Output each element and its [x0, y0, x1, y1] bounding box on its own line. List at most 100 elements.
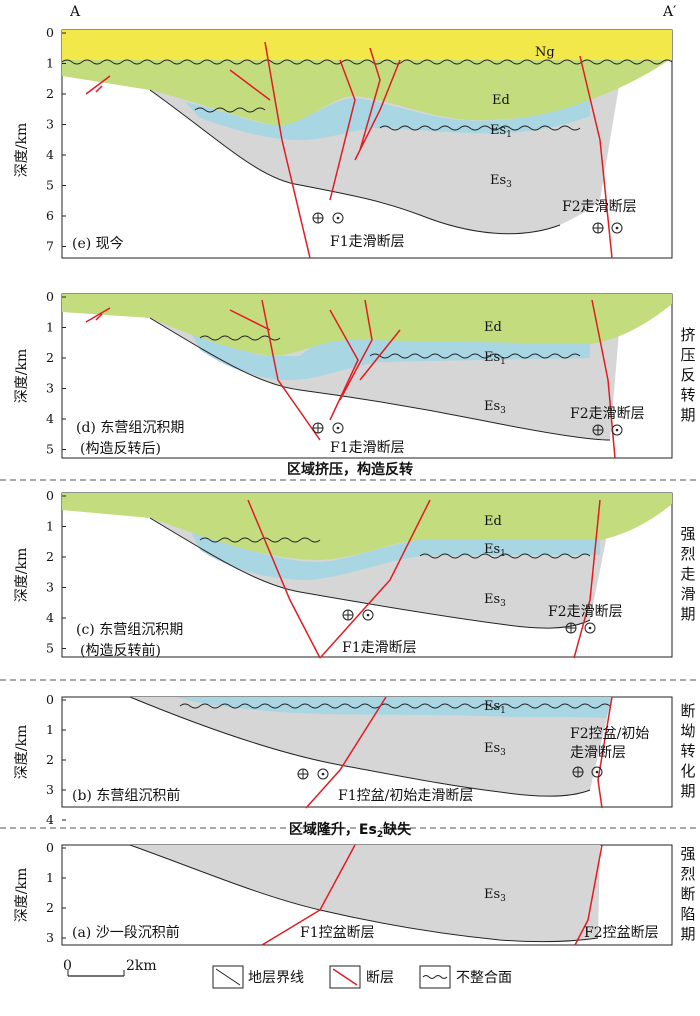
panel-e-fault-f1-branch4: [354, 59, 401, 161]
side-label-char: 转: [680, 386, 695, 404]
panel-d-es1-label: Es1: [484, 350, 506, 367]
panel-a-fault-f2: [574, 844, 603, 946]
side-label-char: 压: [680, 346, 695, 364]
panel-d-subtitle: (构造反转后): [80, 441, 161, 457]
side-label-char: 断: [680, 885, 695, 903]
depth-axis-label: 深度/km: [14, 123, 30, 177]
depth-tick-label: 2: [46, 752, 54, 767]
panel-e-es3-label: Es3: [490, 173, 512, 190]
legend-boundary-label: 地层界线: [248, 970, 304, 986]
depth-axis-label: 深度/km: [14, 548, 30, 602]
legend-fault-label: 断层: [366, 970, 394, 986]
panel-e-out-page-icon: [332, 212, 344, 224]
panel-b-unconformity: [179, 703, 611, 709]
depth-tick-label: 4: [46, 411, 54, 426]
legend-unconformity-label: 不整合面: [456, 970, 512, 986]
depth-tick-label: 5: [46, 178, 54, 193]
panel-c-ed-label: Ed: [484, 514, 502, 529]
panel-a-title: (a) 沙一段沉积前: [72, 924, 180, 941]
depth-tick-label: 2: [46, 350, 54, 365]
depth-tick-label: 2: [46, 86, 54, 101]
depth-tick-label: 1: [46, 56, 54, 71]
panel-c-unconformity-b: [419, 553, 591, 559]
fault-icon: [332, 968, 358, 986]
panel-d-es3-label: Es3: [484, 399, 506, 416]
depth-tick-label: 4: [46, 812, 54, 827]
depth-ticks: 0 1 2 3 4 5 6 7 深度/km 0 1 2 3 4 5 深度/km 0 1 2 3 4 5 深度/km 0 1 2 3 4…: [14, 25, 66, 945]
depth-tick-label: 1: [46, 519, 54, 534]
panel-c-f2-out-icon: [584, 622, 596, 634]
panel-b-f2-label-line1: F2控盆/初始: [570, 725, 649, 742]
panel-a-es3: [130, 845, 600, 942]
depth-tick-label: 0: [46, 488, 54, 503]
panel-d-f1-label: F1走滑断层: [330, 439, 405, 456]
panel-e-fault-f2: [579, 55, 613, 259]
panel-d-fault-f1: [261, 299, 321, 441]
depth-axis-label: 深度/km: [14, 725, 30, 779]
panel-b-f2-out-icon: [591, 766, 603, 778]
panel-b-out-page-icon-dot: [321, 772, 325, 776]
panel-e-f2-out-icon-dot: [615, 226, 619, 230]
panel-d-ed-label: Ed: [484, 320, 502, 335]
panel-d-f2-into-icon-cross: [593, 425, 603, 435]
depth-tick-label: 3: [46, 117, 54, 132]
panel-d-base-es3: [149, 317, 611, 441]
panel-d-fault-f1-branch3: [339, 299, 373, 401]
panel-b-f2-into-icon-cross: [573, 767, 583, 777]
panel-a-es3-label: Es3: [484, 887, 506, 904]
depth-tick-label: 5: [46, 442, 54, 457]
depth-tick-label: 4: [46, 147, 54, 162]
panel-c-fault-f2: [573, 499, 601, 659]
panel-b-fault-f1: [305, 696, 387, 809]
depth-tick-label: 2: [46, 900, 54, 915]
panel-e-out-page-icon-dot: [336, 216, 340, 220]
panel-c-f2-into-icon-cross: [566, 623, 576, 633]
panel-e-f2-into-icon-cross: [593, 223, 603, 233]
panel-e-f2-out-icon: [611, 222, 623, 234]
panel-c-es3-label: Es3: [484, 592, 506, 609]
panel-e-fault-f1-branch1: [229, 69, 271, 101]
panel-c-es1-label: Es1: [484, 542, 506, 559]
side-label-char: 期: [680, 406, 695, 424]
panel-e-ng-label: Ng: [535, 45, 555, 60]
side-label-char: 期: [680, 605, 695, 623]
panel-e-es1: [185, 98, 590, 140]
depth-tick-label: 0: [46, 289, 54, 304]
side-label-char: 反: [680, 366, 695, 384]
depth-tick-label: 0: [46, 692, 54, 707]
panel-c-f2-out-icon-dot: [588, 626, 592, 630]
panel-d-f2-out-icon-dot: [615, 428, 619, 432]
panel-d-es1: [190, 330, 590, 380]
panel-e-title: (e) 现今: [72, 236, 124, 252]
side-label-char: 期: [680, 782, 695, 800]
panel-c-base-es3: [149, 517, 591, 629]
panel-c-out-page-icon: [362, 609, 374, 621]
panel-c-into-page-icon-cross: [343, 610, 353, 620]
depth-tick-label: 0: [46, 840, 54, 855]
side-label-char: 滑: [680, 585, 695, 603]
side-label-char: 期: [680, 925, 695, 943]
panel-e-thrust-arrow: [85, 75, 111, 95]
depth-tick-label: 5: [46, 641, 54, 656]
panel-d-fault-f1-branch4: [359, 329, 401, 381]
side-label-char: 强: [680, 845, 695, 863]
side-label-char: 坳: [680, 722, 695, 740]
panel-c-es1: [190, 530, 600, 580]
panel-e-base-es3: [149, 89, 561, 235]
panel-e-f2-label: F2走滑断层: [562, 198, 637, 215]
depth-tick-label: 2: [46, 549, 54, 564]
scale-bar-zero: 0: [63, 958, 72, 974]
panel-b-base-es3: [129, 696, 591, 797]
side-label-char: 化: [680, 762, 695, 780]
depth-tick-label: 1: [46, 722, 54, 737]
panel-d: Ed Es1 Es3 F1走滑断层 F2走滑断层 (d) 东营组沉积期 (构造反…: [61, 293, 673, 459]
depth-tick-label: 3: [46, 782, 54, 797]
depth-tick-label: 6: [46, 208, 54, 223]
panel-d-fault-f1-branch1: [229, 309, 271, 331]
panel-c-title: (c) 东营组沉积期: [76, 622, 183, 638]
side-label-char: 走: [680, 565, 695, 583]
legend: 地层界线 断层 不整合面: [212, 965, 512, 989]
panel-d-thrust-arrow: [85, 307, 111, 323]
panel-d-ed: [62, 294, 672, 356]
panel-a-f2-label: F2控盆断层: [584, 925, 659, 941]
